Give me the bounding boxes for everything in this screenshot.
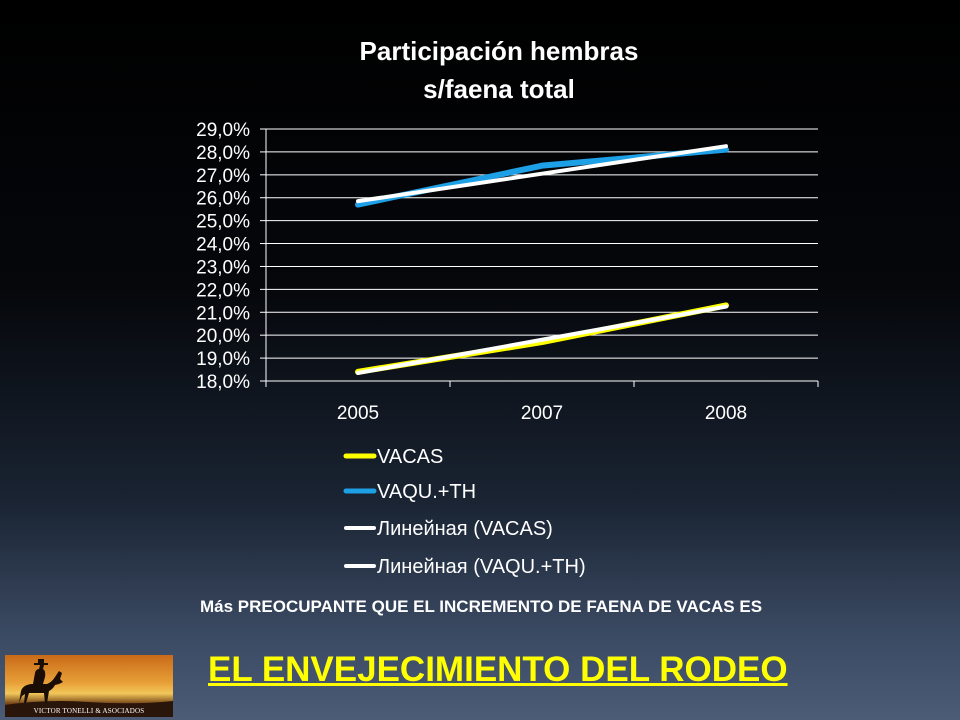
- headline-text: EL ENVEJECIMIENTO DEL RODEO: [208, 650, 788, 689]
- chart-title-line-1: Participación hembras: [360, 36, 639, 66]
- y-tick-label: 27,0%: [196, 166, 250, 187]
- x-tick-label: 2007: [521, 403, 563, 424]
- gridlines: [266, 128, 818, 382]
- y-tick-label: 18,0%: [196, 372, 250, 393]
- y-tick-label: 28,0%: [196, 143, 250, 164]
- y-tick-label: 24,0%: [196, 235, 250, 256]
- axes: 18,0%19,0%20,0%21,0%22,0%23,0%24,0%25,0%…: [196, 120, 819, 424]
- legend: VACAS VAQU.+TH Линейная (VACAS) Линейная (V…: [343, 446, 586, 578]
- logo: VICTOR TONELLI & ASOCIADOS: [5, 655, 173, 717]
- y-tick-label: 19,0%: [196, 349, 250, 370]
- y-tick-label: 21,0%: [196, 303, 250, 324]
- y-tick-label: 25,0%: [196, 212, 250, 233]
- legend-label: VAQU.+TH: [377, 481, 476, 503]
- legend-label: VACAS: [377, 446, 443, 468]
- legend-label: Линейная (VAQU.+TH): [377, 556, 586, 578]
- y-tick-label: 22,0%: [196, 280, 250, 301]
- y-tick-label: 20,0%: [196, 326, 250, 347]
- plot-area: [355, 144, 729, 375]
- x-tick-label: 2005: [337, 403, 379, 424]
- horse-rider-silhouette-icon: [5, 659, 173, 717]
- chart: Participación hembras s/faena total 18,0…: [196, 36, 819, 578]
- trendline: [356, 304, 728, 375]
- chart-title-line-2: s/faena total: [423, 74, 575, 104]
- series-line: [355, 146, 729, 208]
- trendline: [356, 144, 728, 204]
- logo-text: VICTOR TONELLI & ASOCIADOS: [33, 707, 145, 715]
- x-tick-label: 2008: [705, 403, 747, 424]
- y-tick-label: 26,0%: [196, 189, 250, 210]
- note-text: Más PREOCUPANTE QUE EL INCREMENTO DE FAE…: [200, 597, 763, 616]
- legend-label: Линейная (VACAS): [377, 518, 553, 540]
- y-tick-label: 29,0%: [196, 120, 250, 141]
- y-tick-label: 23,0%: [196, 257, 250, 278]
